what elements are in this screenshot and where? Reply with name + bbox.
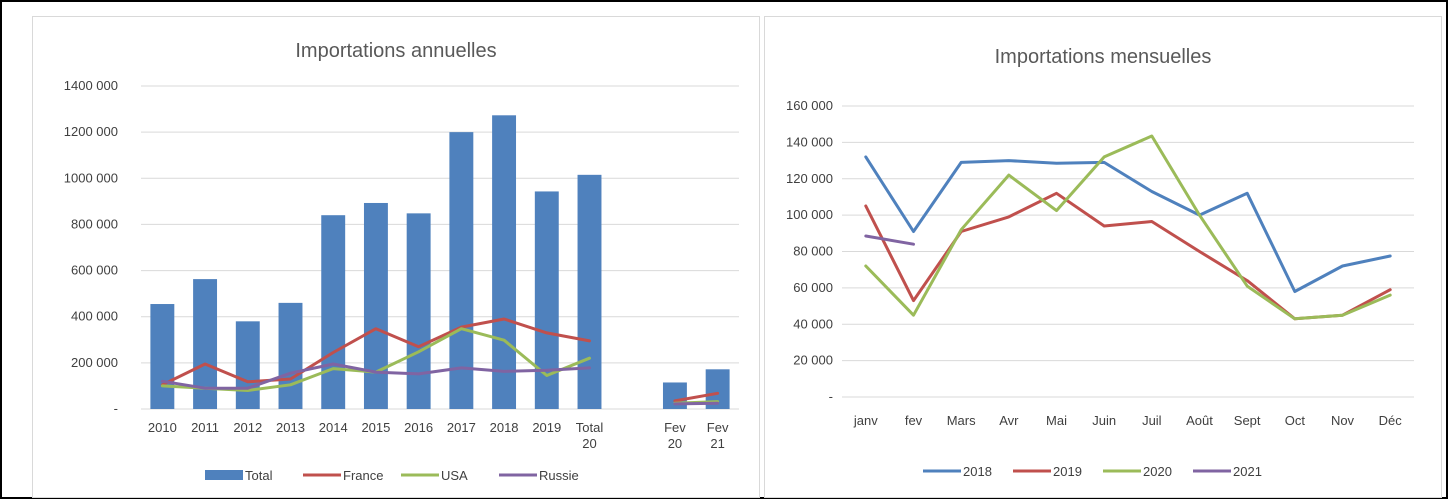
x-tick-label: Fev <box>664 420 686 435</box>
chart-title: Importations annuelles <box>295 40 496 62</box>
x-tick-label: 21 <box>710 436 724 451</box>
series-line-2020 <box>864 134 1392 321</box>
y-tick-label: 100 000 <box>786 207 833 222</box>
series-line-france <box>160 317 591 387</box>
x-tick-label: Mai <box>1046 413 1067 428</box>
x-tick-label: 2016 <box>404 420 433 435</box>
bar-total <box>235 321 260 409</box>
y-tick-label: 200 000 <box>71 355 118 370</box>
x-tick-label: 2015 <box>361 420 390 435</box>
bar-total <box>193 279 218 409</box>
x-tick-label: 2012 <box>233 420 262 435</box>
y-tick-label: 1200 000 <box>64 124 118 139</box>
series-line-russie <box>673 401 720 406</box>
y-tick-label: 160 000 <box>786 98 833 113</box>
bar-total <box>321 215 346 409</box>
annual-imports-chart: Importations annuelles - 200 000 400 000 60… <box>32 16 760 498</box>
monthly-imports-chart: Importations mensuelles - 20 000 40 000 60 … <box>764 16 1442 498</box>
x-tick-label: Oct <box>1285 413 1306 428</box>
legend-label: Russie <box>539 468 579 483</box>
x-tick-label: 20 <box>582 436 596 451</box>
bar-total <box>492 115 517 409</box>
x-tick-label: Sept <box>1234 413 1261 428</box>
x-tick-label: Juil <box>1142 413 1162 428</box>
series-line-2018 <box>864 155 1392 293</box>
bar-total <box>534 191 559 409</box>
y-tick-label: - <box>829 389 833 404</box>
bar-total <box>278 302 303 409</box>
x-tick-label: 2014 <box>319 420 348 435</box>
y-tick-label: 400 000 <box>71 309 118 324</box>
x-tick-label: fev <box>905 413 923 428</box>
series-line-2019 <box>864 191 1392 321</box>
annual-imports-svg: Importations annuelles - 200 000 400 000 60… <box>64 40 739 483</box>
legend-swatch <box>205 470 243 480</box>
legend-label: 2018 <box>963 464 992 479</box>
x-tick-label: 2018 <box>490 420 519 435</box>
x-tick-label: Déc <box>1379 413 1403 428</box>
bar-total <box>150 304 175 409</box>
series-line-2021 <box>864 234 915 246</box>
bar-total <box>406 213 431 409</box>
y-tick-label: 60 000 <box>793 280 833 295</box>
y-tick-label: 120 000 <box>786 171 833 186</box>
legend-label: 2020 <box>1143 464 1172 479</box>
x-tick-label: janv <box>853 413 878 428</box>
series-line-france <box>673 391 720 403</box>
y-tick-label: 800 000 <box>71 216 118 231</box>
chart-title: Importations mensuelles <box>995 46 1212 68</box>
y-tick-label: - <box>114 401 118 416</box>
x-tick-label: Juin <box>1092 413 1116 428</box>
monthly-imports-svg: Importations mensuelles - 20 000 40 000 60 … <box>786 46 1414 479</box>
y-tick-label: 140 000 <box>786 134 833 149</box>
bar-total <box>705 369 730 409</box>
x-tick-label: Août <box>1186 413 1213 428</box>
bar-total <box>363 202 388 409</box>
y-tick-label: 20 000 <box>793 353 833 368</box>
y-tick-label: 80 000 <box>793 244 833 259</box>
x-tick-label: Mars <box>947 413 976 428</box>
x-tick-label: 2019 <box>532 420 561 435</box>
y-tick-label: 600 000 <box>71 263 118 278</box>
y-tick-label: 1000 000 <box>64 170 118 185</box>
x-tick-label: Total <box>576 420 604 435</box>
x-tick-label: 20 <box>668 436 682 451</box>
x-tick-label: 2010 <box>148 420 177 435</box>
bar-total <box>577 174 602 409</box>
legend-label: Total <box>245 468 273 483</box>
legend-label: USA <box>441 468 468 483</box>
x-tick-label: 2011 <box>191 420 219 435</box>
x-tick-label: Fev <box>707 420 729 435</box>
legend-label: France <box>343 468 383 483</box>
bar-total <box>449 132 474 409</box>
legend-label: 2019 <box>1053 464 1082 479</box>
x-tick-label: 2013 <box>276 420 305 435</box>
legend-label: 2021 <box>1233 464 1262 479</box>
y-tick-label: 40 000 <box>793 316 833 331</box>
x-tick-label: Avr <box>999 413 1019 428</box>
series-line-russie <box>160 362 591 390</box>
x-tick-label: Nov <box>1331 413 1355 428</box>
x-tick-label: 2017 <box>447 420 476 435</box>
y-tick-label: 1400 000 <box>64 78 118 93</box>
